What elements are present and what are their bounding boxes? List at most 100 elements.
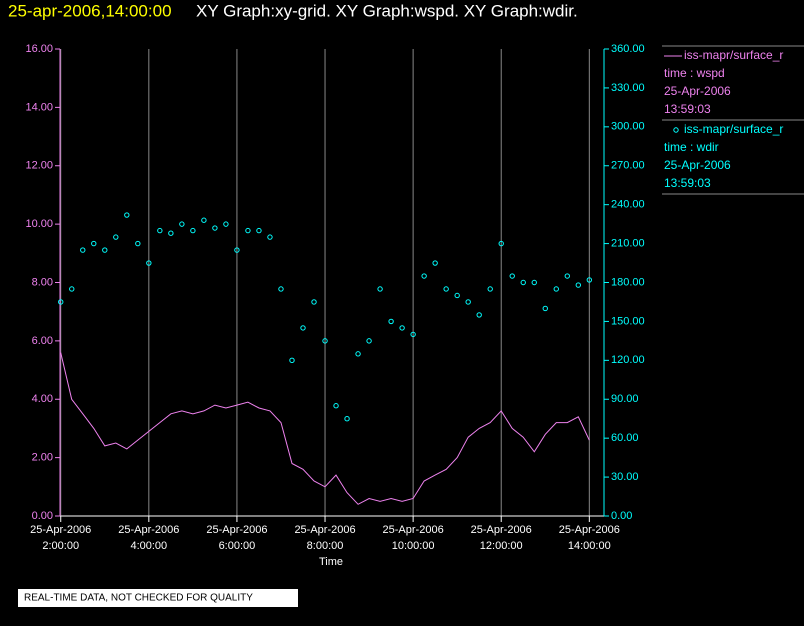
- wdir-point: [256, 227, 262, 234]
- y2-tick-label: 360.00: [611, 43, 645, 55]
- y2-tick-label: 60.00: [611, 432, 639, 444]
- x-tick-label: 25-Apr-2006: [559, 524, 620, 536]
- wdir-point: [443, 286, 449, 292]
- wdir-point: [531, 279, 537, 286]
- wdir-point: [124, 212, 130, 218]
- wdir-point: [58, 299, 64, 305]
- x-tick-label: 6:00:00: [219, 540, 256, 552]
- wdir-point: [366, 338, 372, 344]
- y2-tick-label: 270.00: [611, 160, 645, 172]
- legend-swatch: [673, 127, 679, 133]
- y-tick-label: 8.00: [32, 276, 53, 288]
- y2-tick-label: 120.00: [611, 354, 645, 366]
- wspd-line: [60, 352, 590, 505]
- x-axis-label: Time: [319, 556, 343, 568]
- wdir-point: [146, 260, 152, 266]
- wdir-point: [91, 240, 97, 247]
- wdir-point: [410, 331, 416, 338]
- y-tick-label: 12.00: [25, 160, 53, 172]
- x-tick-label: 25-Apr-2006: [383, 524, 444, 536]
- footer-text: REAL-TIME DATA, NOT CHECKED FOR QUALITY: [24, 593, 253, 604]
- legend-detail: time : wspd: [664, 66, 725, 80]
- y2-tick-label: 330.00: [611, 82, 645, 94]
- legend-label: iss-mapr/surface_r: [684, 48, 783, 62]
- y2-tick-label: 90.00: [611, 393, 639, 405]
- wdir-point: [201, 217, 207, 223]
- wdir-point: [245, 227, 251, 234]
- wdir-point: [223, 221, 229, 227]
- wdir-point: [509, 273, 515, 279]
- wdir-point: [179, 221, 185, 227]
- wdir-point: [355, 351, 361, 357]
- legend-detail: 13:59:03: [664, 102, 711, 116]
- y-tick-label: 16.00: [25, 43, 53, 55]
- wdir-point: [135, 240, 141, 247]
- y2-tick-label: 240.00: [611, 199, 645, 211]
- y2-tick-label: 30.00: [611, 471, 639, 483]
- y-tick-label: 0.00: [32, 510, 53, 522]
- legend-detail: 13:59:03: [664, 176, 711, 190]
- wdir-point: [80, 247, 86, 253]
- wdir-point: [300, 325, 306, 331]
- wdir-point: [564, 273, 570, 279]
- wdir-point: [388, 318, 394, 325]
- y-tick-label: 14.00: [25, 101, 53, 113]
- footer-box: [18, 589, 298, 607]
- x-tick-label: 25-Apr-2006: [30, 524, 91, 536]
- wdir-point: [553, 286, 559, 292]
- y-tick-label: 4.00: [32, 393, 53, 405]
- wdir-point: [487, 286, 493, 292]
- wdir-point: [498, 240, 504, 247]
- wdir-point: [586, 277, 593, 283]
- wdir-point: [333, 403, 339, 409]
- y2-tick-label: 180.00: [611, 276, 645, 288]
- wdir-point: [113, 234, 119, 240]
- x-tick-label: 25-Apr-2006: [118, 524, 179, 536]
- y-tick-label: 6.00: [32, 335, 53, 347]
- x-tick-label: 14:00:00: [568, 540, 611, 552]
- wdir-point: [454, 292, 460, 299]
- legend-detail: time : wdir: [664, 140, 719, 154]
- y2-tick-label: 210.00: [611, 237, 645, 249]
- wdir-point: [289, 357, 295, 364]
- wdir-point: [377, 286, 383, 292]
- legend-detail: 25-Apr-2006: [664, 84, 731, 98]
- wdir-point: [520, 279, 526, 286]
- legend-detail: 25-Apr-2006: [664, 158, 731, 172]
- legend-label: iss-mapr/surface_r: [684, 122, 783, 136]
- x-tick-label: 4:00:00: [130, 540, 167, 552]
- wdir-point: [157, 227, 163, 234]
- x-tick-label: 8:00:00: [307, 540, 344, 552]
- wdir-point: [432, 260, 438, 266]
- wdir-point: [465, 299, 471, 305]
- y2-tick-label: 0.00: [611, 510, 632, 522]
- wdir-point: [267, 234, 273, 240]
- wdir-point: [212, 225, 218, 231]
- x-tick-label: 25-Apr-2006: [294, 524, 355, 536]
- wdir-point: [344, 416, 350, 422]
- wdir-point: [476, 312, 482, 318]
- chart-subtitle: XY Graph:xy-grid. XY Graph:wspd. XY Grap…: [196, 1, 578, 20]
- chart-title: 25-apr-2006,14:00:00: [8, 1, 172, 20]
- y-tick-label: 2.00: [32, 452, 53, 464]
- wdir-point: [190, 227, 196, 234]
- wdir-point: [399, 325, 405, 331]
- wdir-point: [542, 305, 548, 312]
- wdir-point: [102, 247, 108, 253]
- y2-tick-label: 150.00: [611, 315, 645, 327]
- x-tick-label: 25-Apr-2006: [206, 524, 267, 536]
- y2-tick-label: 300.00: [611, 121, 645, 133]
- wdir-point: [575, 282, 582, 288]
- wdir-point: [322, 338, 328, 344]
- x-tick-label: 25-Apr-2006: [471, 524, 532, 536]
- wdir-point: [278, 286, 284, 292]
- wdir-point: [311, 299, 317, 305]
- x-tick-label: 2:00:00: [42, 540, 79, 552]
- wdir-point: [69, 286, 75, 292]
- wdir-point: [421, 273, 427, 279]
- wdir-point: [168, 230, 174, 236]
- y-tick-label: 10.00: [25, 218, 53, 230]
